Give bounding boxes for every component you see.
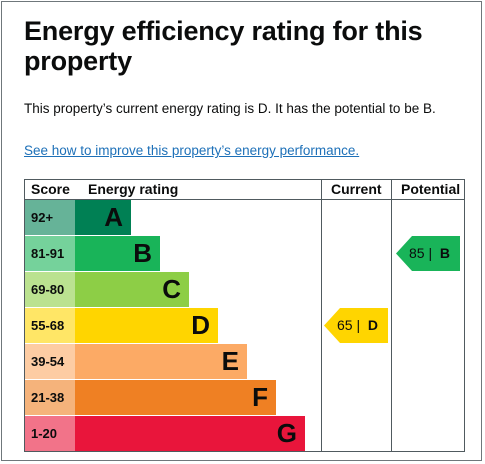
band-bar-d: D [75, 308, 218, 343]
current-column-divider [321, 180, 322, 451]
band-score-f: 21-38 [25, 380, 75, 415]
band-letter-e: E [221, 346, 239, 376]
score-column-header: Score [31, 181, 70, 197]
band-letter-d: D [191, 310, 210, 340]
band-letter-a: A [104, 202, 123, 232]
improve-performance-link[interactable]: See how to improve this property’s energ… [24, 143, 360, 158]
potential-rating-arrow-label: 85 | B [408, 245, 450, 261]
band-bar-a: A [75, 200, 131, 235]
page-title: Energy efficiency rating for this proper… [24, 16, 423, 76]
band-score-a: 92+ [25, 200, 75, 235]
band-score-b: 81-91 [25, 236, 75, 271]
current-rating-arrow-label: 65 | D [336, 317, 378, 333]
potential-rating-arrow: 85 | B [396, 236, 460, 271]
band-score-g: 1-20 [25, 416, 75, 451]
band-letter-f: F [252, 382, 268, 412]
potential-column-divider [391, 180, 392, 451]
band-bar-f: F [75, 380, 276, 415]
band-bar-c: C [75, 272, 189, 307]
current-column-header: Current [331, 181, 382, 197]
rating-summary: This property’s current energy rating is… [24, 101, 436, 116]
current-rating-arrow: 65 | D [324, 308, 388, 343]
band-letter-g: G [276, 418, 297, 448]
band-bar-e: E [75, 344, 247, 379]
header-divider [25, 199, 464, 200]
band-letter-b: B [133, 238, 152, 268]
potential-column-header: Potential [401, 181, 461, 197]
band-score-c: 69-80 [25, 272, 75, 307]
band-score-d: 55-68 [25, 308, 75, 343]
energy-rating-chart: Score Energy rating Current Potential 92… [24, 179, 465, 452]
energy-rating-column-header: Energy rating [88, 181, 179, 197]
band-letter-c: C [162, 274, 181, 304]
band-bar-g: G [75, 416, 305, 451]
band-bar-b: B [75, 236, 160, 271]
band-score-e: 39-54 [25, 344, 75, 379]
